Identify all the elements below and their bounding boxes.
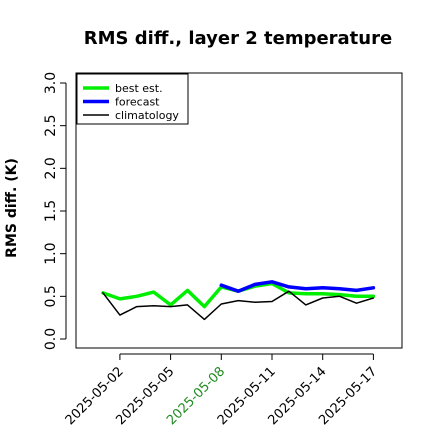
y-tick-label: 2.5 bbox=[43, 115, 59, 137]
y-axis-label: RMS diff. (K) bbox=[4, 158, 20, 258]
x-axis: 2025-05-022025-05-052025-05-082025-05-11… bbox=[63, 353, 380, 428]
series-layer bbox=[101, 280, 376, 321]
y-tick-label: 1.0 bbox=[43, 243, 59, 265]
y-tick-label: 1.5 bbox=[43, 200, 59, 222]
legend-label: best est. bbox=[115, 82, 163, 95]
y-tick-label: 3.0 bbox=[43, 72, 59, 94]
y-tick-label: 2.0 bbox=[43, 157, 59, 179]
series-line bbox=[102, 290, 375, 321]
legend-label: climatology bbox=[115, 109, 179, 122]
y-axis: 0.0 0.5 1.0 1.5 2.0 2.5 3.0 bbox=[43, 72, 67, 350]
plot-frame bbox=[75, 72, 403, 349]
series-line bbox=[219, 280, 376, 293]
y-tick-label: 0.0 bbox=[43, 328, 59, 350]
legend-label: forecast bbox=[115, 96, 160, 109]
chart-title: RMS diff., layer 2 temperature bbox=[84, 28, 392, 49]
y-tick-label: 0.5 bbox=[43, 285, 59, 307]
